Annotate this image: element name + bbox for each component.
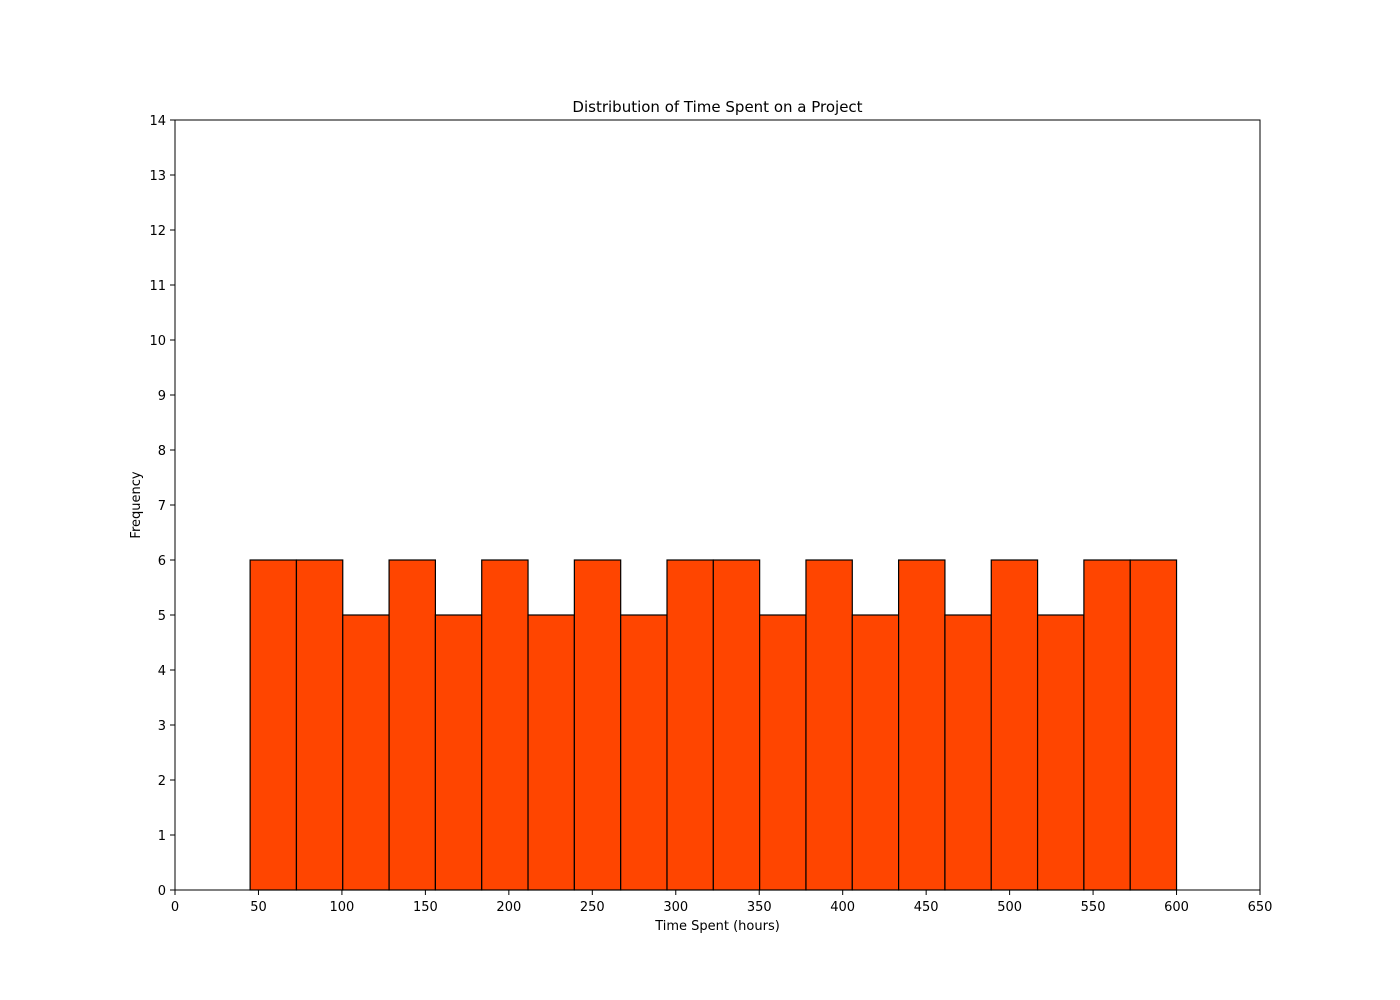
y-tick-label: 9 bbox=[158, 389, 166, 404]
histogram-bar-12 bbox=[759, 614, 807, 891]
y-tick-label: 10 bbox=[149, 334, 166, 349]
x-tick-label: 450 bbox=[914, 900, 939, 915]
x-tick-label: 100 bbox=[330, 900, 355, 915]
histogram-bar-17 bbox=[990, 559, 1039, 891]
y-tick-label: 13 bbox=[149, 169, 166, 184]
x-tick-label: 600 bbox=[1164, 900, 1189, 915]
histogram-bar-20 bbox=[1129, 559, 1178, 891]
y-tick-label: 5 bbox=[158, 609, 166, 624]
x-tick-label: 550 bbox=[1081, 900, 1106, 915]
histogram-bar-5 bbox=[434, 614, 483, 891]
histogram-bar-15 bbox=[898, 559, 946, 891]
y-axis-label: Frequency bbox=[129, 471, 144, 538]
histogram-bar-4 bbox=[388, 559, 437, 891]
histogram-bar-18 bbox=[1036, 614, 1085, 891]
x-tick-label: 150 bbox=[413, 900, 438, 915]
x-tick-label: 200 bbox=[496, 900, 521, 915]
y-tick-label: 7 bbox=[158, 499, 166, 514]
histogram-bar-2 bbox=[295, 559, 344, 891]
y-tick-label: 3 bbox=[158, 719, 166, 734]
bars-group bbox=[249, 559, 1178, 891]
histogram-bar-1 bbox=[249, 559, 298, 891]
histogram-bar-3 bbox=[342, 614, 390, 891]
histogram-bar-9 bbox=[620, 614, 668, 891]
x-tick-label: 0 bbox=[171, 900, 179, 915]
x-tick-label: 400 bbox=[830, 900, 855, 915]
y-tick-label: 6 bbox=[158, 554, 166, 569]
x-axis-ticks: 0 50 100 150 200 250 300 350 400 450 500 550 600 650 bbox=[171, 890, 1273, 915]
histogram-bar-19 bbox=[1083, 559, 1131, 891]
chart-title: Distribution of Time Spent on a Project bbox=[572, 98, 862, 116]
y-tick-label: 0 bbox=[158, 884, 166, 899]
x-axis-label: Time Spent (hours) bbox=[654, 919, 780, 934]
histogram-bar-7 bbox=[527, 614, 575, 891]
histogram-bar-8 bbox=[573, 559, 622, 891]
x-tick-label: 500 bbox=[997, 900, 1022, 915]
x-tick-label: 50 bbox=[250, 900, 267, 915]
histogram-bar-10 bbox=[666, 559, 714, 891]
y-tick-label: 8 bbox=[158, 444, 166, 459]
histogram-bar-16 bbox=[944, 614, 992, 891]
y-tick-label: 1 bbox=[158, 829, 166, 844]
y-tick-label: 14 bbox=[149, 114, 166, 129]
x-tick-label: 250 bbox=[580, 900, 605, 915]
histogram-bar-11 bbox=[712, 559, 761, 891]
x-tick-label: 350 bbox=[747, 900, 772, 915]
x-tick-label: 650 bbox=[1248, 900, 1273, 915]
histogram-bar-6 bbox=[481, 559, 529, 891]
histogram-bar-13 bbox=[805, 559, 853, 891]
x-tick-label: 300 bbox=[663, 900, 688, 915]
y-tick-label: 2 bbox=[158, 774, 166, 789]
histogram-bar-14 bbox=[851, 614, 900, 891]
y-tick-label: 4 bbox=[158, 664, 166, 679]
y-tick-label: 12 bbox=[149, 224, 166, 239]
y-tick-label: 11 bbox=[149, 279, 166, 294]
